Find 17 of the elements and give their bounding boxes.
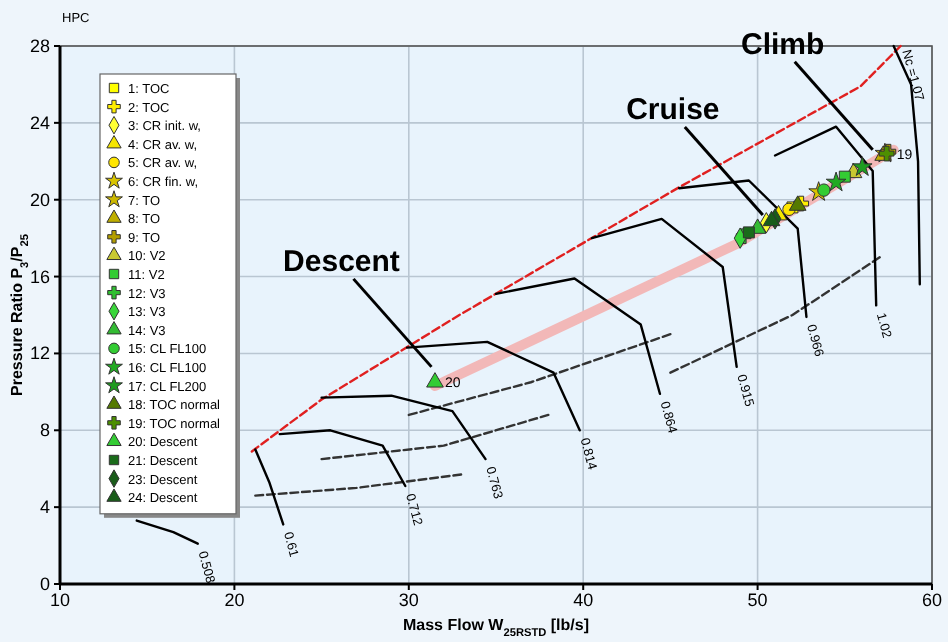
x-tick-label: 40 <box>573 590 594 610</box>
x-tick-label: 10 <box>49 590 71 610</box>
y-tick-label: 24 <box>29 112 50 133</box>
y-tick-label: 16 <box>29 266 50 287</box>
y-tick-label: 0 <box>39 574 50 594</box>
y-tick-label: 20 <box>29 189 50 210</box>
y-tick-label: 8 <box>39 420 50 441</box>
x-tick-label: 20 <box>224 590 245 610</box>
annotation: Descent <box>283 244 400 279</box>
x-tick-label: 50 <box>747 590 768 610</box>
y-tick-label: 28 <box>29 36 50 56</box>
y-tick-label: 4 <box>39 497 50 518</box>
annotation: Cruise <box>626 93 720 128</box>
y-tick-label: 12 <box>29 343 50 364</box>
x-tick-label: 30 <box>398 590 419 610</box>
x-tick-label: 60 <box>921 590 943 610</box>
x-axis-title: Mass Flow W$_{25RSTD}$ [lb/s] <box>402 616 590 640</box>
